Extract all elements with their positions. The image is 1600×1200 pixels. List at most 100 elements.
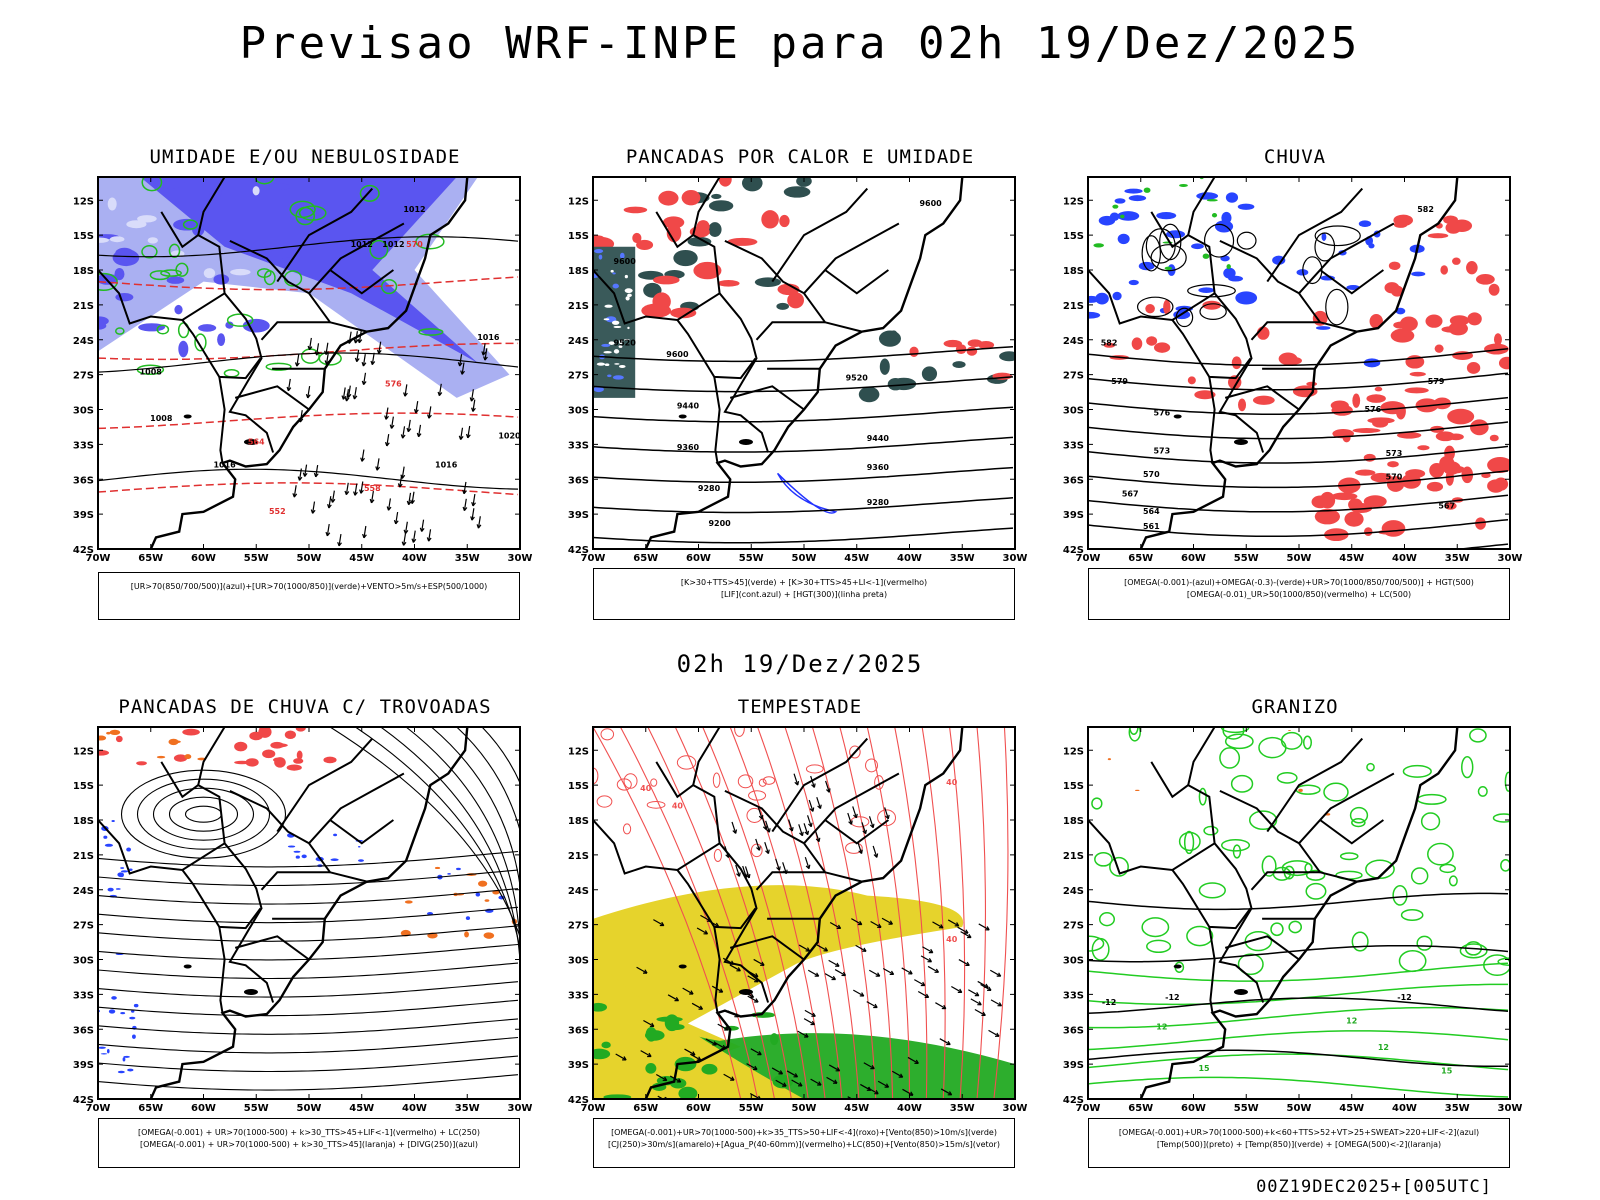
temp850-contour	[1272, 866, 1292, 881]
temp850-contour	[1094, 851, 1113, 867]
wind-vector	[835, 962, 840, 967]
legend-line: [OMEGA(-0.001)+UR>70(1000-500)+k>35_TTS>…	[611, 1128, 997, 1137]
contour-label: 567	[1122, 490, 1139, 499]
wind-vector	[463, 498, 467, 511]
lat-label: 15S	[568, 781, 589, 792]
shade-blob	[1095, 292, 1109, 305]
legend-line: [OMEGA(-0.001)+UR>70(1000-500)+k<60+TTS>…	[1118, 1128, 1480, 1137]
shade-blob	[1487, 479, 1505, 493]
wind-vector	[732, 829, 738, 834]
country-border	[1219, 239, 1300, 295]
wind-vector	[932, 921, 944, 929]
shade-blob	[741, 177, 763, 192]
lat-label: 18S	[73, 266, 94, 277]
shade-blob	[1112, 204, 1119, 209]
water-contour	[865, 758, 879, 773]
wind-vector	[869, 823, 875, 829]
shade-blob	[106, 731, 111, 735]
temp850-contour	[1448, 875, 1458, 887]
country-border	[593, 819, 721, 875]
shade-blob	[157, 177, 185, 189]
shade-blob	[955, 344, 967, 355]
shade-blob	[624, 274, 628, 279]
shade-blob	[115, 735, 123, 743]
streamline-850	[619, 727, 759, 1099]
contour-label: 15	[1441, 1066, 1453, 1075]
wind-vector	[977, 1001, 982, 1006]
wind-vector	[863, 1062, 875, 1070]
wind-vector	[361, 449, 365, 462]
wind-vector	[411, 538, 417, 543]
contour-label: 576	[1364, 405, 1381, 414]
wind-vector	[346, 393, 352, 398]
shade-blob	[213, 274, 230, 285]
wind-vector	[337, 541, 342, 547]
shade-blob	[104, 843, 114, 847]
country-border	[1224, 385, 1300, 411]
shade-blob	[1331, 404, 1353, 416]
hgt500-contour	[1088, 348, 1509, 367]
lon-label: 30W	[1003, 1103, 1028, 1114]
shade-blob	[1153, 342, 1171, 353]
wind-vector	[828, 959, 840, 967]
wind-vector	[415, 401, 419, 414]
wind-vector	[805, 947, 811, 952]
streamline-850	[949, 727, 966, 1099]
contour-label: 9360	[867, 463, 890, 472]
streamline	[98, 888, 519, 905]
shade-blob	[610, 269, 614, 273]
wind-vector	[946, 1040, 951, 1046]
wind-vector	[791, 1079, 803, 1087]
wind-vector	[797, 1030, 809, 1038]
legend-line: [K>30+TTS>45](verde) + [K>30+TTS>45+LI<-…	[680, 578, 928, 587]
lon-label: 65W	[1128, 553, 1153, 564]
lon-label: 40W	[402, 1103, 427, 1114]
wind-vector	[302, 472, 308, 477]
legend-line: [Temp(500)](preto) + [Temp(850)](verde) …	[1156, 1140, 1442, 1149]
streamline	[98, 999, 519, 1017]
temp850-contour	[1270, 922, 1284, 937]
shade-blob	[618, 345, 623, 348]
shade-blob	[858, 386, 880, 403]
lat-label: 39S	[1063, 1060, 1084, 1071]
wind-vector	[873, 853, 879, 858]
shade-blob	[611, 320, 620, 325]
lon-label: 50W	[792, 553, 817, 564]
lon-label: 55W	[1234, 553, 1259, 564]
country-border	[655, 211, 694, 249]
wind-vector	[778, 1070, 784, 1075]
wind-vector	[361, 380, 367, 386]
lon-label: 50W	[297, 1103, 322, 1114]
temp850-contour	[1288, 920, 1303, 934]
wind-vector	[746, 1063, 758, 1071]
streamline	[120, 769, 287, 859]
legend-line: [UR>70(850/700/500)](azul)+[UR>70(1000/8…	[130, 582, 488, 591]
shade-blob	[601, 1041, 611, 1049]
temp850-contour	[1178, 831, 1201, 852]
wind-vector	[438, 383, 442, 396]
lon-label: 45W	[349, 553, 374, 564]
shade-blob	[358, 859, 364, 862]
shade-blob	[1235, 291, 1258, 305]
temp850-contour	[1280, 731, 1303, 750]
shade-blob	[1386, 476, 1405, 492]
panel-legend: [OMEGA(-0.001) + UR>70(1000-500) + k>30_…	[98, 1118, 520, 1168]
wind-vector	[690, 1051, 696, 1056]
wind-vector	[816, 944, 828, 952]
shade-blob	[1364, 527, 1373, 536]
wind-vector	[484, 348, 488, 361]
lat-label: 42S	[73, 1095, 94, 1106]
wind-vector	[667, 994, 679, 1002]
water-contour	[750, 843, 763, 858]
streamline-850	[839, 727, 894, 1099]
hgt500-closed	[1136, 296, 1174, 318]
wind-vector	[457, 362, 463, 367]
lon-label: 30W	[1498, 1103, 1523, 1114]
lon-label: 30W	[1003, 553, 1028, 564]
wind-vector	[419, 527, 425, 532]
shade-blob	[1164, 266, 1173, 270]
shade-blob	[107, 887, 114, 892]
shade-blob	[618, 364, 626, 368]
hgt500-closed	[1150, 244, 1187, 272]
streamline-850	[976, 727, 987, 1099]
